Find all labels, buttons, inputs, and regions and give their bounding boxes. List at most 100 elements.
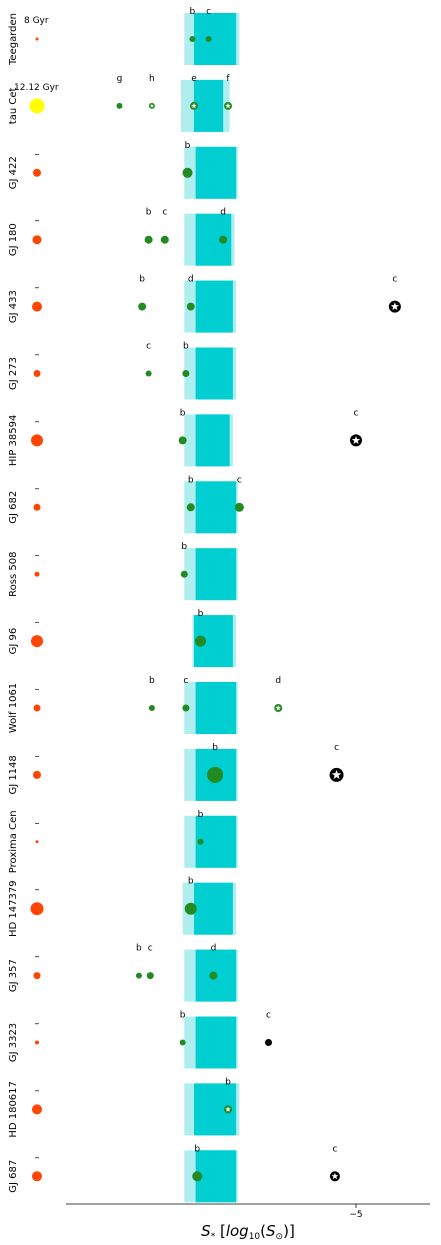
planet-label: b xyxy=(185,141,191,151)
system-name: GJ 687 xyxy=(8,1160,19,1193)
system-age: 8 Gyr xyxy=(24,16,49,26)
system-row: GJ 180 – b c d xyxy=(8,208,235,266)
planet-label: b xyxy=(181,542,187,552)
planet-label: c xyxy=(392,275,397,285)
system-name: Proxima Cen xyxy=(8,810,19,873)
planet-star-glyph xyxy=(225,1106,231,1112)
planet-label: d xyxy=(220,208,226,218)
planet-label: b xyxy=(139,275,145,285)
host-star xyxy=(31,434,43,447)
system-row: HD 180617 – b xyxy=(8,1077,240,1138)
system-age: – xyxy=(35,483,40,494)
host-star xyxy=(34,571,40,577)
planet-marker xyxy=(160,235,169,244)
system-age: – xyxy=(35,416,40,427)
x-tick-label: −5 xyxy=(349,1210,362,1220)
system-row: GJ 687 – b c xyxy=(8,1144,340,1203)
host-star xyxy=(35,37,39,41)
planet-marker xyxy=(189,36,196,42)
system-row: GJ 433 – b d c xyxy=(8,275,401,333)
planet-marker xyxy=(182,704,190,712)
planet-marker xyxy=(146,972,154,980)
system-age: – xyxy=(35,751,40,762)
host-star xyxy=(33,503,41,511)
system-row: Wolf 1061 – b c d xyxy=(8,676,283,734)
planet-marker xyxy=(186,503,195,512)
system-name: HD 180617 xyxy=(8,1081,19,1138)
system-row: GJ 3323 – b c xyxy=(8,1011,273,1069)
system-age: – xyxy=(35,1085,40,1096)
system-age: – xyxy=(35,818,40,829)
system-name: GJ 682 xyxy=(8,491,19,524)
system-name: Wolf 1061 xyxy=(8,683,19,733)
system-age: – xyxy=(35,216,40,227)
planet-label: b xyxy=(198,609,204,619)
planet-marker xyxy=(207,766,224,783)
system-name: GJ 433 xyxy=(8,290,19,323)
planet-label: d xyxy=(188,275,194,285)
hz-conservative-band xyxy=(195,1150,237,1203)
hz-conservative-band xyxy=(195,548,237,601)
planet-label: c xyxy=(148,944,153,954)
planet-marker xyxy=(180,570,188,578)
planet-label: c xyxy=(332,1144,337,1154)
system-age: – xyxy=(35,1019,40,1030)
system-age: – xyxy=(35,283,40,294)
system-age: – xyxy=(35,617,40,628)
hz-conservative-band xyxy=(195,146,237,199)
system-row: HD 147379 – b xyxy=(8,877,237,937)
planet-label: b xyxy=(194,1144,200,1154)
planet-marker xyxy=(148,705,155,711)
system-age: – xyxy=(35,350,40,361)
planet-marker xyxy=(205,36,212,42)
system-name: tau Cet xyxy=(8,88,19,125)
planet-marker xyxy=(265,1039,273,1046)
planet-label: b xyxy=(198,810,204,820)
planet-marker xyxy=(219,235,228,244)
host-star xyxy=(33,770,41,779)
system-name: GJ 96 xyxy=(8,628,19,655)
host-star xyxy=(33,370,41,377)
planet-star-glyph xyxy=(331,1172,339,1180)
host-star xyxy=(32,1171,42,1182)
planet-label: g xyxy=(117,74,123,84)
planet-label: b xyxy=(149,676,155,686)
planet-label: b xyxy=(146,208,152,218)
planet-star-glyph xyxy=(331,769,342,779)
host-star xyxy=(29,98,45,114)
system-name: Teegarden xyxy=(8,13,19,66)
system-age: – xyxy=(35,149,40,160)
hz-conservative-band xyxy=(194,79,224,132)
planet-label: b xyxy=(180,1011,186,1021)
planet-label: c xyxy=(334,743,339,753)
planet-label: b xyxy=(190,7,196,17)
system-age: – xyxy=(35,1152,40,1163)
planet-marker xyxy=(179,1039,186,1046)
planet-label: c xyxy=(354,408,359,418)
planet-marker xyxy=(182,370,190,377)
planet-star-glyph xyxy=(225,103,231,109)
system-row: GJ 1148 – b c xyxy=(8,743,344,801)
hz-conservative-band xyxy=(195,481,237,534)
system-age: – xyxy=(35,885,40,896)
system-name: GJ 3323 xyxy=(8,1023,19,1062)
planet-label: c xyxy=(146,342,151,352)
system-name: GJ 422 xyxy=(8,156,19,189)
hz-conservative-band xyxy=(194,882,233,935)
system-row: GJ 96 – b xyxy=(8,609,237,668)
planet-marker xyxy=(184,902,197,915)
system-age: – xyxy=(35,684,40,695)
host-star xyxy=(32,235,42,245)
host-star xyxy=(33,704,41,712)
planet-marker xyxy=(138,302,147,311)
system-name: GJ 1148 xyxy=(8,755,19,794)
planet-star-glyph xyxy=(149,103,154,108)
system-row: Proxima Cen – b xyxy=(8,810,238,873)
planet-marker xyxy=(144,235,153,244)
planet-marker xyxy=(116,102,123,109)
planet-label: c xyxy=(183,676,188,686)
planet-label: c xyxy=(266,1011,271,1021)
planet-marker xyxy=(192,1171,203,1182)
hz-conservative-band xyxy=(195,280,233,333)
